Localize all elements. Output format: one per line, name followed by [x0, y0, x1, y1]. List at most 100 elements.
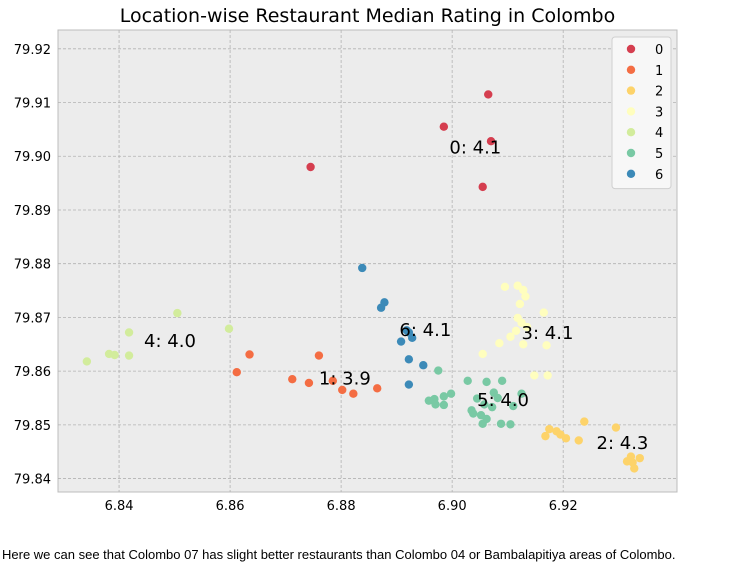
data-point-series-0: [486, 137, 496, 146]
data-point-series-5: [517, 389, 526, 398]
x-tick-label: 6.92: [549, 499, 578, 514]
data-point-series-5: [487, 402, 497, 412]
chart-canvas: 6.84 6.86 6.88 6.90 6.92 79.84 79.85 79.86 79.87…: [14, 5, 678, 514]
data-point-series-5: [478, 419, 487, 428]
data-point-series-5: [446, 389, 456, 398]
legend-label-3: 3: [655, 105, 663, 120]
data-point-series-1: [232, 368, 241, 377]
data-point-series-4: [124, 328, 134, 337]
data-point-series-3: [506, 332, 515, 341]
legend-label-4: 4: [655, 126, 663, 141]
data-point-series-6: [404, 355, 414, 364]
data-point-series-1: [349, 389, 358, 398]
data-point-series-6: [396, 337, 406, 346]
data-point-series-4: [224, 324, 234, 333]
data-point-series-5: [463, 376, 472, 385]
y-tick-label: 79.89: [14, 204, 51, 219]
data-point-series-1: [304, 378, 314, 388]
x-tick-label: 6.90: [438, 499, 467, 514]
data-point-series-5: [493, 393, 502, 403]
data-point-series-6: [407, 333, 417, 343]
data-point-series-0: [439, 122, 449, 131]
cluster-annotation: 5: 4.0: [477, 390, 529, 411]
data-point-series-2: [541, 431, 550, 441]
data-point-series-1: [245, 350, 254, 359]
data-point-series-5: [480, 400, 489, 409]
data-point-series-5: [424, 396, 434, 405]
legend-label-2: 2: [655, 85, 663, 100]
data-point-series-5: [497, 376, 507, 385]
data-point-series-2: [611, 423, 621, 432]
data-point-series-3: [515, 299, 525, 309]
y-tick-label: 79.84: [14, 473, 51, 488]
data-point-series-6: [376, 303, 386, 312]
data-point-series-3: [511, 326, 521, 336]
data-point-series-0: [478, 182, 487, 192]
legend-box: [611, 36, 672, 190]
data-point-series-5: [439, 400, 449, 410]
data-point-series-5: [439, 392, 449, 401]
data-point-series-3: [542, 341, 551, 350]
data-point-series-2: [561, 434, 571, 443]
y-tick-label: 79.87: [14, 311, 51, 326]
data-point-series-6: [358, 263, 367, 273]
data-point-series-5: [482, 377, 491, 387]
y-tick-label: 79.85: [14, 419, 51, 434]
cluster-annotation: 1: 3.9: [319, 369, 371, 390]
data-point-series-3: [530, 371, 539, 380]
cluster-annotation: 3: 4.1: [522, 323, 574, 344]
data-point-series-2: [630, 464, 639, 473]
cluster-annotation: 0: 4.1: [449, 138, 501, 159]
data-point-series-3: [500, 282, 510, 291]
data-point-series-3: [543, 371, 552, 380]
data-point-series-4: [82, 357, 92, 366]
data-point-series-6: [404, 380, 414, 389]
legend-marker-0: [626, 44, 636, 54]
data-point-series-3: [495, 338, 504, 348]
data-point-series-6: [419, 361, 428, 370]
x-tick-label: 6.84: [105, 499, 134, 514]
data-point-series-5: [509, 401, 518, 411]
data-point-series-2: [545, 424, 554, 434]
data-point-series-3: [522, 322, 532, 332]
legend-marker-3: [626, 107, 636, 116]
data-point-series-3: [521, 292, 530, 301]
x-tick-label: 6.88: [327, 499, 356, 514]
cluster-annotation: 4: 4.0: [144, 331, 196, 352]
data-point-series-0: [306, 162, 315, 172]
y-tick-label: 79.91: [14, 97, 51, 112]
legend-marker-2: [626, 86, 636, 95]
data-point-series-4: [173, 308, 182, 318]
scatter-chart: 6.84 6.86 6.88 6.90 6.92 79.84 79.85 79.86 79.87…: [14, 5, 678, 514]
data-point-series-1: [288, 374, 297, 384]
data-point-series-5: [467, 406, 476, 415]
data-point-series-3: [519, 340, 528, 349]
legend-marker-5: [626, 148, 636, 158]
data-point-series-3: [519, 285, 528, 295]
legend-label-6: 6: [655, 168, 663, 183]
x-tick-label: 6.86: [216, 499, 245, 514]
y-tick-label: 79.90: [14, 150, 51, 165]
y-tick-label: 79.88: [14, 258, 51, 273]
data-point-series-1: [314, 351, 324, 360]
data-point-series-0: [484, 90, 493, 99]
data-point-series-3: [539, 308, 548, 317]
data-point-series-2: [580, 417, 589, 426]
legend-marker-4: [626, 128, 636, 137]
data-point-series-4: [124, 351, 134, 360]
data-point-series-2: [635, 453, 645, 463]
data-point-series-5: [434, 366, 443, 375]
data-point-series-3: [478, 349, 487, 359]
legend-label-0: 0: [655, 43, 663, 58]
cluster-annotation: 2: 4.3: [597, 433, 649, 454]
y-tick-label: 79.92: [14, 43, 51, 58]
legend-marker-1: [626, 65, 636, 75]
data-point-series-5: [506, 420, 515, 429]
chart-caption: Here we can see that Colombo 07 has slig…: [2, 547, 676, 562]
data-point-series-5: [431, 400, 440, 409]
legend-label-1: 1: [655, 64, 663, 79]
data-point-series-1: [373, 384, 382, 393]
data-point-series-4: [110, 350, 119, 360]
data-point-series-1: [328, 376, 338, 385]
data-point-series-2: [574, 436, 583, 445]
